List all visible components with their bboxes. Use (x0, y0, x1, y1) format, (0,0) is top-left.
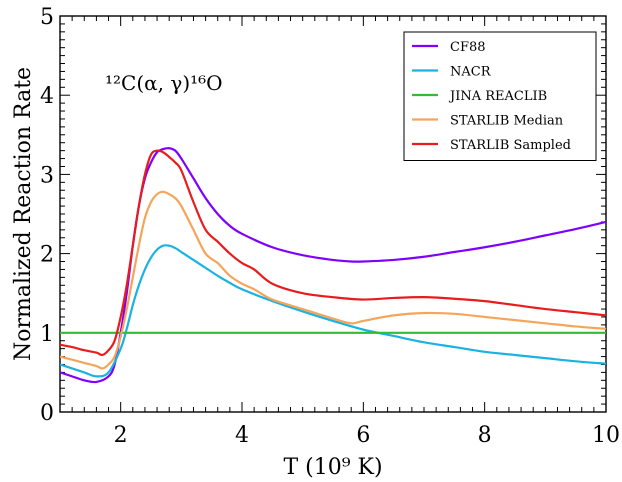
series-line-cf88 (60, 147, 606, 384)
x-tick-label: 10 (592, 423, 620, 448)
legend-label-jina-reaclib: JINA REACLIB (448, 89, 547, 104)
axis-ticks (59, 15, 607, 413)
series-line-starlib-median (60, 190, 606, 370)
axis-tick-labels: 2 4 6 8 10 0 1 2 3 4 5 (40, 5, 620, 448)
y-tick-label: 1 (40, 322, 54, 347)
y-tick-label: 5 (40, 5, 54, 30)
legend: CF88 NACR JINA REACLIB STARLIB Median STARLI… (403, 31, 597, 161)
x-tick-label: 4 (235, 423, 249, 448)
legend-label-nacr: NACR (450, 65, 492, 80)
x-tick-label: 2 (114, 423, 128, 448)
legend-label-cf88: CF88 (450, 40, 486, 55)
series-line-nacr (60, 244, 606, 378)
x-axis-title: T (10⁹ K) (283, 455, 382, 480)
y-tick-label: 0 (40, 401, 54, 426)
y-axis-title: Normalized Reaction Rate (11, 67, 36, 361)
legend-label-starlib-sampled: STARLIB Sampled (450, 138, 571, 153)
legend-box (403, 31, 597, 161)
series-line-starlib-sampled (60, 149, 606, 357)
series-lines (60, 147, 606, 384)
legend-label-starlib-median: STARLIB Median (450, 114, 564, 129)
y-tick-label: 4 (40, 84, 54, 109)
x-tick-label: 6 (356, 423, 370, 448)
y-tick-label: 3 (40, 163, 54, 188)
reaction-annotation: ¹²C(α, γ)¹⁶O (105, 71, 223, 95)
y-tick-label: 2 (40, 243, 54, 268)
x-tick-label: 8 (478, 423, 492, 448)
